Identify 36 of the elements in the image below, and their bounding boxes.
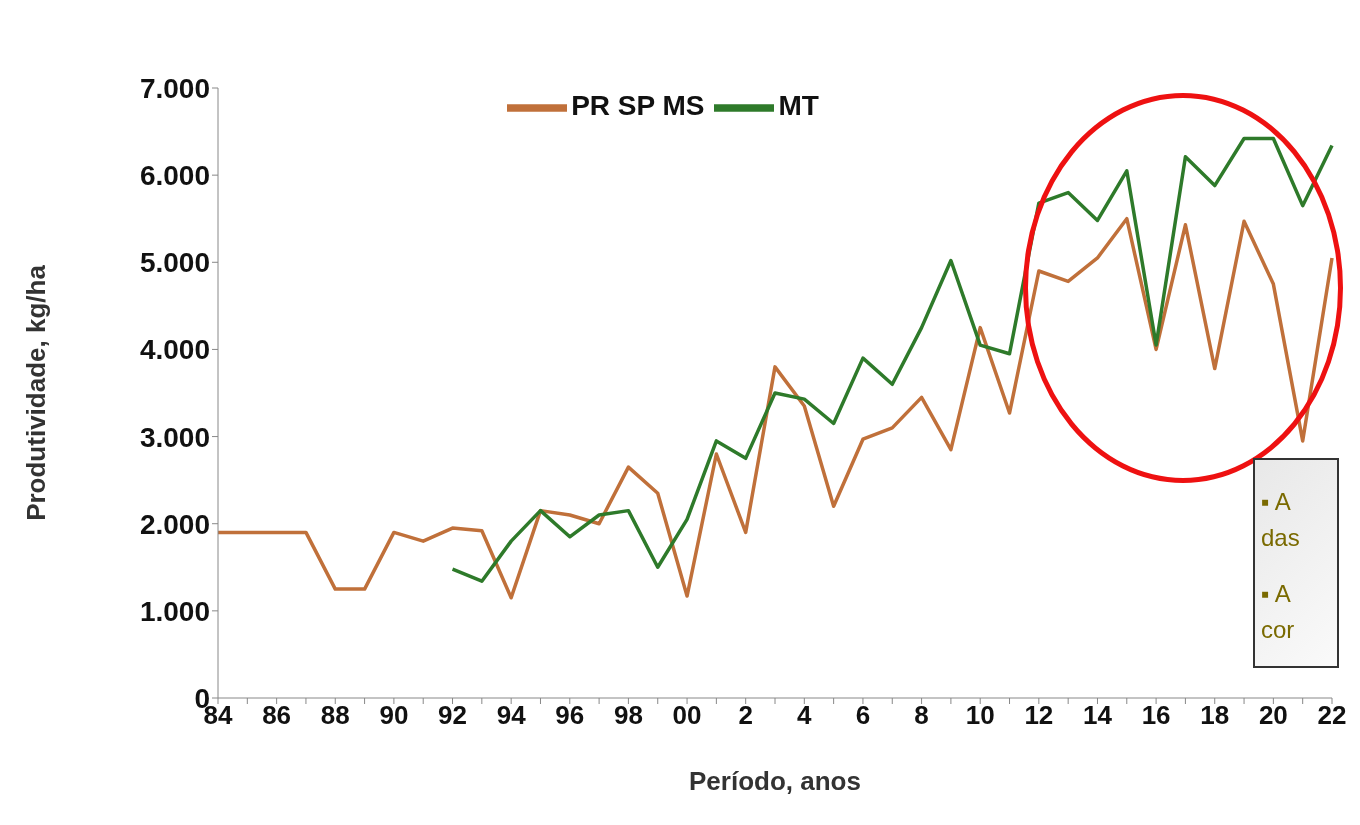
x-axis-title: Período, anos	[689, 766, 861, 796]
annotation: ▪ A	[1261, 487, 1292, 517]
y-tick-label: 3.000	[139, 421, 210, 453]
x-tick-label: 22	[1317, 700, 1347, 731]
x-tick-label: 2	[738, 700, 753, 731]
x-tick-label: 92	[438, 700, 467, 731]
x-tick-label: 20	[1258, 700, 1288, 731]
x-tick-label: 90	[379, 700, 409, 731]
annotation: cor	[1261, 615, 1296, 645]
x-tick-label: 94	[496, 700, 527, 731]
x-tick-label: 6	[855, 700, 871, 731]
x-tick-label: 00	[672, 700, 702, 731]
y-axis-title: Produtividade, kg/ha	[21, 264, 52, 521]
x-tick-label: 4	[797, 700, 813, 731]
x-tick-label: 18	[1200, 700, 1230, 731]
x-tick-label: 88	[320, 700, 350, 731]
x-tick-label: 14	[1083, 700, 1113, 731]
line-series	[450, 136, 1334, 583]
y-tick-label: 2.000	[139, 508, 210, 540]
legend-label: PR SP MS	[571, 90, 705, 122]
y-tick-label: 7.000	[139, 72, 210, 104]
x-tick-label: 96	[555, 700, 585, 731]
annotation: das	[1261, 523, 1301, 553]
y-tick-label: 6.000	[139, 160, 210, 192]
y-tick-label: 4.000	[139, 334, 210, 366]
annotation: ▪ A	[1261, 579, 1292, 609]
line-series	[216, 216, 1334, 600]
y-tick-label: 5.000	[139, 247, 210, 279]
x-tick-label: 12	[1024, 700, 1054, 731]
x-tick-label: 98	[613, 700, 643, 731]
x-tick-label: 10	[965, 700, 995, 731]
x-tick-label: 8	[914, 700, 929, 731]
y-tick-label: 1.000	[139, 595, 210, 627]
x-tick-label: 16	[1141, 700, 1171, 731]
legend-label: MT	[778, 90, 819, 122]
x-tick-label: 86	[262, 700, 292, 731]
